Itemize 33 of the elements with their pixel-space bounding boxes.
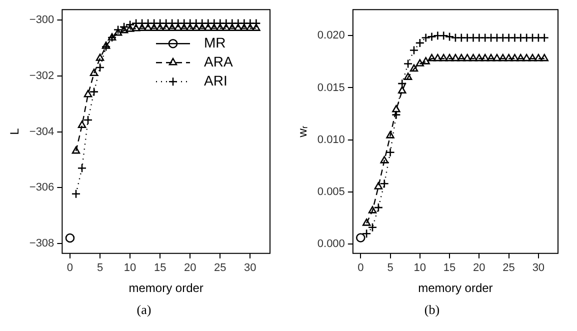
y-tick-label: 0.010 bbox=[317, 134, 345, 146]
x-tick-label: 20 bbox=[184, 262, 196, 274]
y-tick-label: 0.005 bbox=[317, 186, 345, 198]
x-tick-label: 20 bbox=[473, 262, 486, 274]
x-tick-label: 0 bbox=[66, 262, 74, 274]
x-tick-label: 10 bbox=[414, 262, 426, 274]
x-tick-label: 25 bbox=[502, 262, 515, 274]
x-tick-label: 15 bbox=[154, 262, 166, 274]
y-tick-label: 0.020 bbox=[317, 30, 345, 42]
y-tick-label: −302 bbox=[29, 70, 54, 82]
x-tick-label: 5 bbox=[96, 262, 104, 274]
x-tick-label: 10 bbox=[124, 262, 136, 274]
x-axis-title: memory order bbox=[128, 281, 204, 296]
x-tick-label: 30 bbox=[532, 262, 545, 274]
x-tick-label: 25 bbox=[214, 262, 226, 274]
text: (a) bbox=[136, 302, 152, 318]
y-tick-label: −300 bbox=[29, 14, 54, 26]
legend-label: ARI bbox=[204, 72, 228, 88]
x-tick-label: 30 bbox=[244, 262, 256, 274]
y-tick-label: 0.015 bbox=[317, 82, 345, 94]
legend-label: ARA bbox=[204, 53, 234, 70]
y-axis-title: wᵣ bbox=[296, 126, 310, 138]
x-tick-label: 15 bbox=[443, 262, 456, 274]
y-axis-title: L bbox=[8, 128, 22, 135]
y-tick-label: 0.000 bbox=[317, 238, 345, 250]
x-axis-title: memory order bbox=[418, 281, 493, 296]
legend-label: MR bbox=[204, 34, 226, 50]
x-tick-label: 0 bbox=[358, 262, 364, 274]
y-tick-label: −308 bbox=[29, 238, 54, 250]
y-tick-label: −304 bbox=[29, 126, 54, 138]
y-tick-label: −306 bbox=[29, 182, 54, 194]
text: (b) bbox=[423, 302, 441, 318]
x-tick-label: 5 bbox=[387, 262, 394, 274]
